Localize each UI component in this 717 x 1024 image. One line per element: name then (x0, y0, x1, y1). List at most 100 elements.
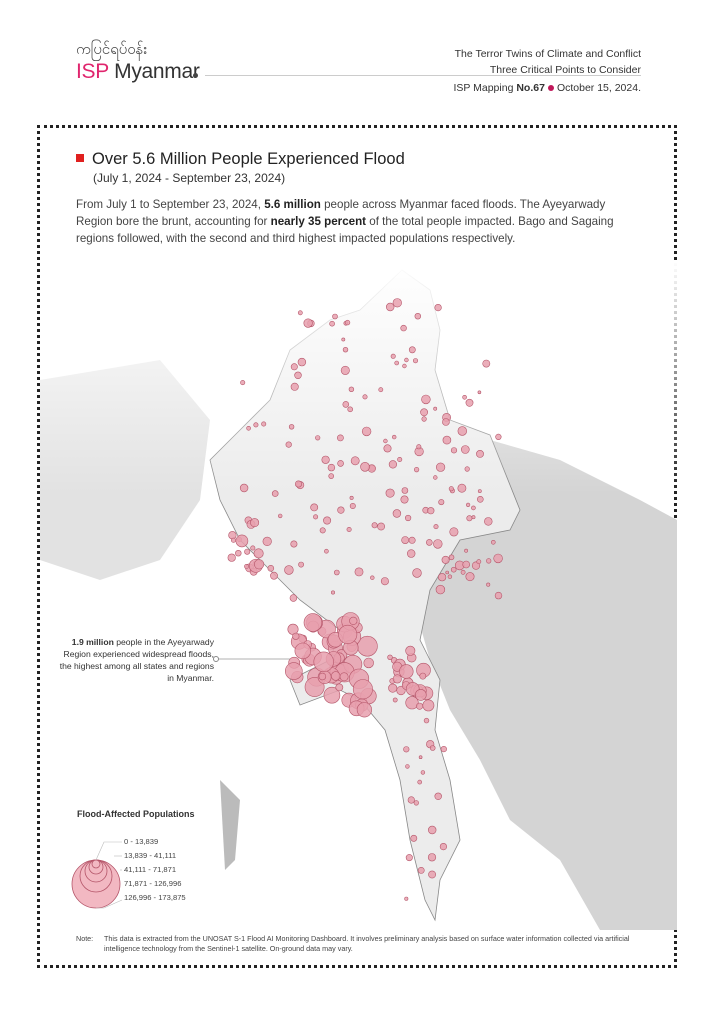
flood-circle (412, 568, 422, 578)
flood-circle (466, 515, 473, 522)
flood-circle (380, 577, 389, 586)
flood-circle (460, 569, 466, 575)
flood-circle (298, 561, 304, 568)
flood-circle (484, 517, 493, 526)
flood-circle (401, 487, 409, 494)
flood-circle (313, 651, 334, 672)
flood-circle (425, 539, 433, 546)
flood-circle (433, 475, 438, 480)
separator-dot (547, 84, 554, 91)
flood-circle (341, 337, 346, 342)
flood-circle (434, 792, 442, 800)
flood-circle (261, 421, 267, 427)
flood-circle (246, 426, 251, 431)
flood-circle (466, 502, 471, 507)
flood-circle (392, 298, 402, 308)
flood-circle (465, 398, 474, 407)
flood-circle (400, 324, 407, 332)
flood-circle (449, 527, 459, 537)
flood-circle (442, 418, 450, 426)
flood-circle (392, 434, 397, 440)
legend-circles (71, 841, 123, 909)
flood-circle (388, 460, 398, 469)
flood-circle (271, 490, 279, 497)
flood-circle (329, 320, 335, 327)
flood-circle (477, 390, 482, 395)
flood-circle (423, 717, 430, 724)
flood-circle (450, 447, 458, 454)
flood-circle (350, 456, 360, 466)
flood-circle (231, 537, 237, 543)
legend-item: 41,111 - 71,871 (124, 865, 177, 874)
flood-circle (292, 632, 300, 640)
flood-circle (428, 825, 437, 835)
flood-circle (354, 567, 364, 577)
flood-circle (349, 616, 358, 626)
title-text: Over 5.6 Million People Experienced Floo… (92, 150, 405, 168)
flood-circle (417, 867, 425, 874)
flood-circle (486, 558, 492, 564)
flood-circle (477, 489, 482, 494)
flood-circle (253, 422, 259, 428)
flood-circle (412, 358, 418, 364)
flood-circle (414, 312, 421, 320)
note-label: Note: (76, 934, 94, 943)
page-title: Over 5.6 Million People Experienced Floo… (76, 150, 405, 169)
intro-bold: nearly 35 percent (270, 215, 367, 228)
flood-circle (290, 382, 299, 391)
flood-circle (253, 548, 264, 559)
flood-circle (405, 764, 410, 769)
flood-circle (288, 424, 295, 430)
flood-circle (290, 540, 298, 548)
flood-circle (433, 539, 443, 549)
flood-circle (402, 363, 407, 369)
flood-circle (304, 677, 325, 697)
flood-circle (476, 559, 482, 565)
flood-circle (363, 657, 374, 669)
flood-circle (323, 686, 341, 704)
flood-circle (410, 834, 418, 842)
flood-circle (416, 702, 424, 710)
flood-circle (385, 488, 395, 498)
legend-title: Flood-Affected Populations (77, 809, 195, 819)
flood-circle (433, 524, 439, 530)
flood-circle (419, 672, 427, 680)
flood-circle (332, 313, 338, 320)
flood-circle (464, 466, 470, 472)
flood-circle (285, 662, 303, 680)
flood-circle (448, 554, 455, 561)
map-fade (40, 260, 677, 930)
flood-circle (403, 746, 410, 753)
flood-circle (383, 438, 388, 444)
callout-bold: 1.9 million (71, 637, 114, 647)
flood-circle (347, 406, 354, 413)
flood-circle (407, 549, 416, 558)
footnote: Note: This data is extracted from the UNO… (76, 934, 636, 954)
flood-circle (486, 582, 491, 587)
flood-circle (250, 545, 256, 551)
flood-circle (418, 755, 423, 760)
series-number: No.67 (516, 82, 545, 94)
flood-circle (313, 514, 319, 520)
ayeyarwady-callout: 1.9 million people in the Ayeyarwady Reg… (56, 636, 214, 684)
flood-circle (397, 457, 403, 463)
flood-circle (447, 574, 453, 579)
flood-circle (349, 495, 354, 500)
flood-circle (450, 566, 457, 573)
flood-circle (327, 463, 336, 472)
flood-circle (462, 395, 467, 400)
flood-circle (439, 842, 448, 851)
note-text: This data is extracted from the UNOSAT S… (104, 934, 630, 953)
logo-dot (193, 73, 198, 78)
flood-circle (331, 671, 341, 681)
flood-circle (356, 702, 373, 718)
flood-circle (407, 796, 415, 804)
flood-circle (328, 473, 335, 479)
flood-circle (476, 449, 484, 458)
flood-circle (228, 531, 237, 540)
logo-isp: ISP (76, 60, 109, 83)
flood-circle (235, 534, 249, 548)
flood-circle (438, 573, 447, 582)
report-title-line1: The Terror Twins of Climate and Conflict (454, 48, 641, 60)
flood-circle (337, 506, 345, 514)
